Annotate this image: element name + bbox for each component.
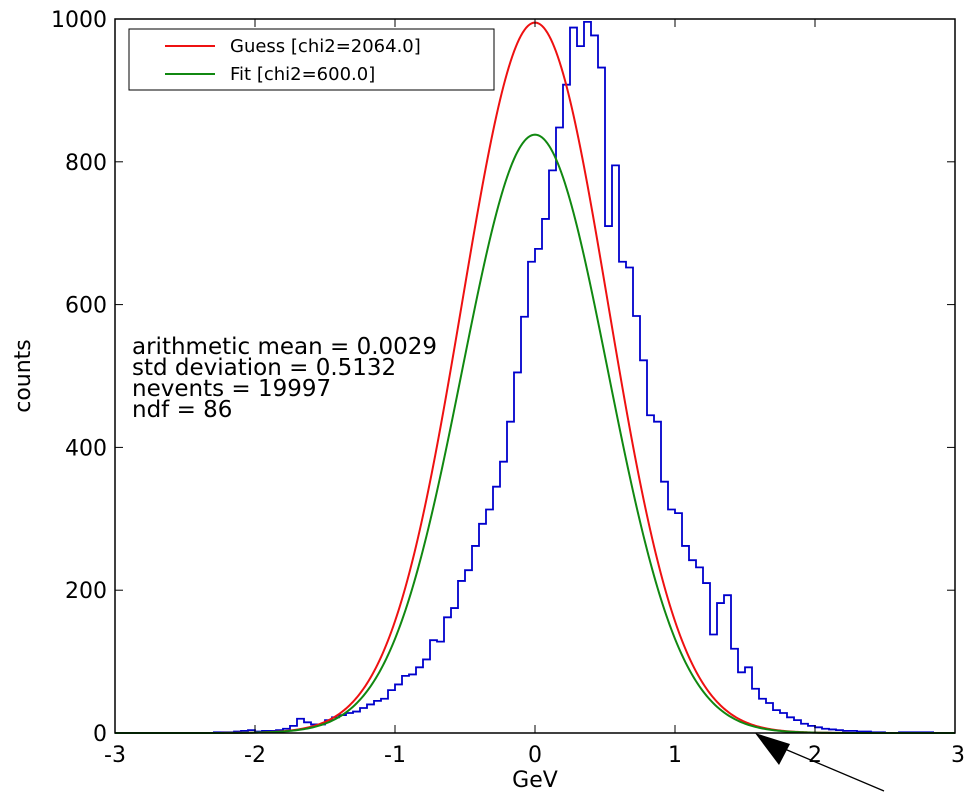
- x-tick-label: 1: [668, 743, 682, 768]
- legend: Guess [chi2=2064.0] Fit [chi2=600.0]: [128, 28, 495, 91]
- y-tick-label: 600: [65, 294, 107, 319]
- y-tick-label: 200: [65, 579, 107, 604]
- x-tick-label: 0: [528, 743, 542, 768]
- y-tick-label: 800: [65, 151, 107, 176]
- y-tick-label: 0: [93, 722, 107, 747]
- x-tick-label: 3: [951, 743, 965, 768]
- arrow-head: [755, 733, 790, 765]
- x-tick-label: -1: [384, 743, 406, 768]
- x-tick-label: -3: [104, 743, 126, 768]
- legend-box: [128, 28, 495, 91]
- y-tick-label: 1000: [51, 8, 107, 33]
- stats-mean: arithmetic mean = 0.0029: [132, 334, 437, 360]
- stats-ndf: ndf = 86: [132, 397, 232, 423]
- y-tick-label: 400: [65, 436, 107, 461]
- legend-label-fit: Fit [chi2=600.0]: [230, 64, 375, 85]
- y-axis: 0 200 400 600 800 1000: [51, 8, 955, 747]
- arrow-shaft: [779, 746, 885, 792]
- stats-std: std deviation = 0.5132: [132, 355, 396, 381]
- x-axis: -3 -2 -1 0 1 2 3: [104, 19, 965, 768]
- y-axis-label: counts: [11, 339, 36, 413]
- x-tick-label: 2: [808, 743, 822, 768]
- plot-background: [115, 19, 955, 733]
- legend-label-guess: Guess [chi2=2064.0]: [230, 36, 421, 57]
- x-axis-label: GeV: [512, 768, 558, 793]
- stats-annotation: arithmetic mean = 0.0029 std deviation =…: [132, 334, 437, 423]
- x-tick-label: -2: [244, 743, 266, 768]
- stats-nevents: nevents = 19997: [132, 376, 331, 402]
- pointer-arrow: [755, 733, 885, 792]
